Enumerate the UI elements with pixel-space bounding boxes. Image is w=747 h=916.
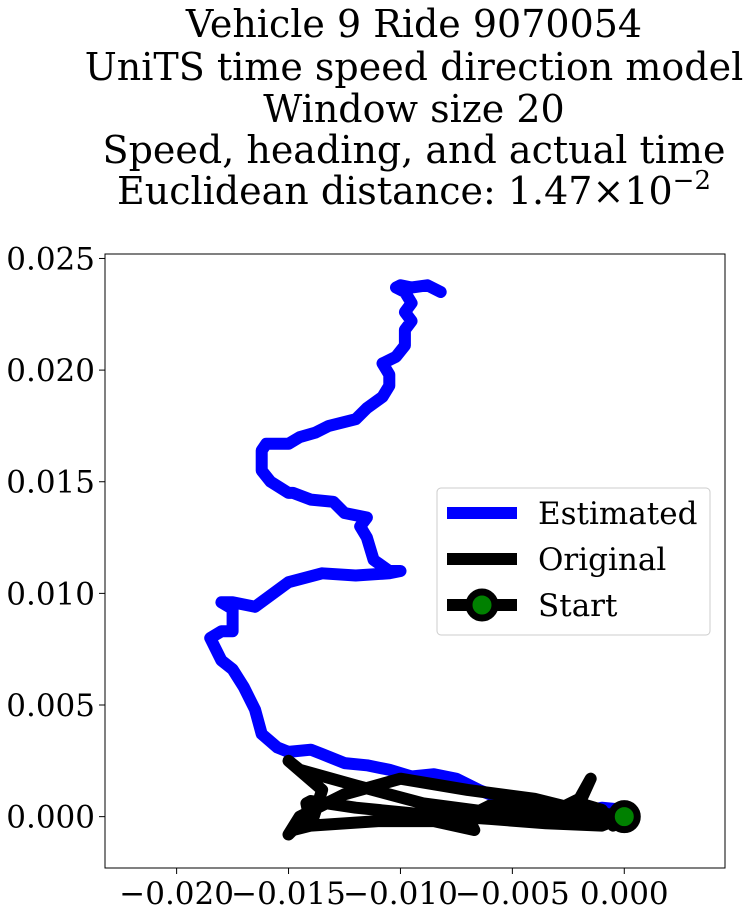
x-tick-label: −0.020 xyxy=(119,876,234,912)
title-line-2: UniTS time speed direction model xyxy=(85,45,744,89)
legend: Estimated Original Start xyxy=(436,487,711,636)
y-tick-label: 0.000 xyxy=(6,800,95,836)
x-tick-label: −0.010 xyxy=(343,876,458,912)
title-line-5: Euclidean distance: 1.47×10−2 xyxy=(117,166,711,213)
y-axis: 0.000 0.005 0.010 0.015 0.020 0.025 xyxy=(6,241,105,836)
start-point-marker xyxy=(607,800,641,834)
x-tick-label: −0.015 xyxy=(231,876,346,912)
legend-label-start: Start xyxy=(538,588,618,624)
x-tick-label: 0.000 xyxy=(580,876,669,912)
title-line-3: Window size 20 xyxy=(263,87,564,131)
legend-label-estimated: Estimated xyxy=(538,496,697,532)
legend-swatch-start-marker xyxy=(465,588,499,622)
title-distance-times: × xyxy=(592,169,624,213)
legend-box xyxy=(436,487,711,636)
title-distance-exponent: −2 xyxy=(673,166,711,196)
x-tick-label: −0.005 xyxy=(455,876,570,912)
legend-label-original: Original xyxy=(538,542,666,578)
x-axis: −0.020−0.015−0.010−0.005 0.000 xyxy=(119,868,669,912)
title-line-1: Vehicle 9 Ride 9070054 xyxy=(185,2,642,46)
series-line-estimated xyxy=(204,279,631,819)
title-distance-base: 10 xyxy=(624,169,672,213)
title-distance-prefix: Euclidean distance: xyxy=(117,169,508,213)
y-tick-label: 0.025 xyxy=(6,241,95,277)
title-line-4: Speed, heading, and actual time xyxy=(103,128,726,172)
series-line-original xyxy=(282,754,631,841)
y-tick-label: 0.020 xyxy=(6,353,95,389)
y-tick-label: 0.015 xyxy=(6,465,95,501)
y-tick-label: 0.005 xyxy=(6,688,95,724)
data-layer xyxy=(204,279,641,841)
chart-title: Vehicle 9 Ride 9070054 UniTS time speed … xyxy=(85,2,744,213)
y-tick-label: 0.010 xyxy=(6,576,95,612)
title-distance-mantissa: 1.47 xyxy=(508,169,593,213)
